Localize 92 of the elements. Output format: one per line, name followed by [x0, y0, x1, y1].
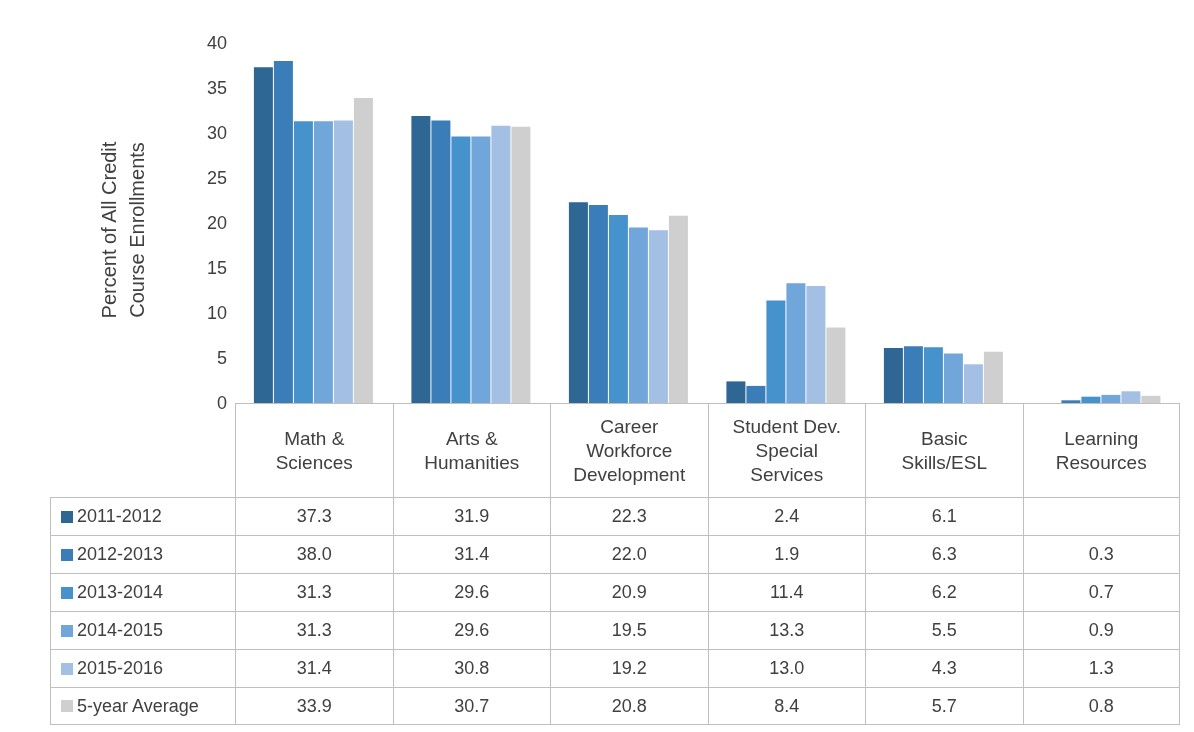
bar — [471, 136, 491, 403]
legend-label: 2014-2015 — [77, 620, 164, 641]
y-tick-label: 10 — [206, 303, 227, 324]
data-label: 0.8 — [1022, 687, 1180, 725]
bar — [451, 136, 471, 403]
y-tick-label: 15 — [206, 258, 227, 279]
data-label: 20.9 — [550, 573, 708, 611]
bar — [726, 381, 746, 403]
y-axis-title: Percent of All Credit Course Enrollments — [97, 140, 149, 321]
y-tick-label: 35 — [206, 78, 227, 99]
data-label: 6.3 — [865, 535, 1023, 573]
data-label: 13.0 — [707, 649, 865, 687]
bar — [1081, 396, 1101, 403]
bar — [766, 300, 786, 403]
bar — [786, 283, 806, 403]
data-label: 19.2 — [550, 649, 708, 687]
bar — [588, 205, 608, 403]
bar — [668, 215, 688, 403]
data-label: 31.4 — [235, 649, 393, 687]
data-label: 6.1 — [865, 497, 1023, 535]
data-label: 38.0 — [235, 535, 393, 573]
data-label: 13.3 — [707, 611, 865, 649]
bar — [1121, 391, 1141, 403]
bar — [1141, 395, 1161, 403]
x-tick-label: Math & Sciences — [235, 403, 393, 497]
bar — [1061, 400, 1081, 403]
bar — [746, 385, 766, 403]
bar — [883, 348, 903, 403]
data-label: 29.6 — [392, 611, 550, 649]
x-tick-label: Career Workforce Development — [550, 403, 708, 497]
data-label: 4.3 — [865, 649, 1023, 687]
data-label: 37.3 — [235, 497, 393, 535]
bar — [628, 227, 648, 403]
data-label: 30.7 — [392, 687, 550, 725]
bar — [491, 125, 511, 403]
bar — [411, 115, 431, 403]
bar — [648, 230, 668, 403]
data-label: 8.4 — [707, 687, 865, 725]
data-label: 5.5 — [865, 611, 1023, 649]
data-label: 1.9 — [707, 535, 865, 573]
data-label: 20.8 — [550, 687, 708, 725]
data-label: 31.3 — [235, 611, 393, 649]
bar — [983, 351, 1003, 403]
x-tick-label: Arts & Humanities — [392, 403, 550, 497]
data-label: 31.4 — [392, 535, 550, 573]
bar — [293, 121, 313, 403]
x-tick-label: Student Dev. Special Services — [707, 403, 865, 497]
bar — [568, 202, 588, 403]
bar — [253, 67, 273, 403]
y-tick-label: 30 — [206, 123, 227, 144]
y-tick-label: 5 — [216, 348, 227, 369]
bar — [826, 327, 846, 403]
bar — [273, 61, 293, 403]
data-label: 31.9 — [392, 497, 550, 535]
data-label: 0.3 — [1022, 535, 1180, 573]
bar — [431, 120, 451, 403]
bar — [608, 214, 628, 403]
x-tick-label: Basic Skills/ESL — [865, 403, 1023, 497]
data-label: 30.8 — [392, 649, 550, 687]
legend-label: 5-year Average — [77, 695, 199, 717]
bar — [963, 364, 983, 403]
bar — [943, 353, 963, 403]
legend-label: 2013-2014 — [77, 582, 164, 603]
data-label: 1.3 — [1022, 649, 1180, 687]
legend-label: 2012-2013 — [77, 544, 164, 565]
data-label: 6.2 — [865, 573, 1023, 611]
y-tick-label: 25 — [206, 168, 227, 189]
data-label: 19.5 — [550, 611, 708, 649]
data-label: 29.6 — [392, 573, 550, 611]
data-label: 5.7 — [865, 687, 1023, 725]
data-label: 11.4 — [707, 573, 865, 611]
bar — [511, 126, 531, 403]
data-label: 22.0 — [550, 535, 708, 573]
data-label: 2.4 — [707, 497, 865, 535]
y-tick-label: 40 — [206, 33, 227, 54]
bar — [903, 346, 923, 403]
data-label: 33.9 — [235, 687, 393, 725]
x-tick-label: Learning Resources — [1022, 403, 1180, 497]
data-label: 31.3 — [235, 573, 393, 611]
bar — [806, 286, 826, 403]
bar — [333, 120, 353, 403]
data-label: 22.3 — [550, 497, 708, 535]
bar — [313, 121, 333, 403]
bar — [1101, 394, 1121, 403]
legend-label: 2011-2012 — [77, 506, 162, 527]
bar — [923, 347, 943, 403]
y-tick-label: 0 — [216, 393, 227, 414]
data-label: 0.9 — [1022, 611, 1180, 649]
y-tick-label: 20 — [206, 213, 227, 234]
legend-label: 2015-2016 — [77, 658, 164, 679]
data-label: 0.7 — [1022, 573, 1180, 611]
bar — [353, 97, 373, 403]
